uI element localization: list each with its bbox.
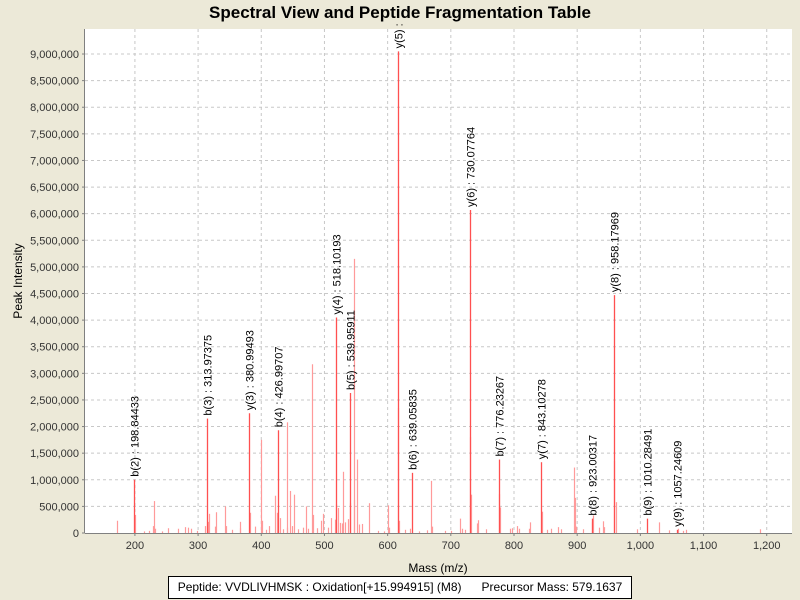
y-tick-label: 3,500,000	[30, 342, 79, 354]
y-tick-label: 8,500,000	[30, 76, 79, 88]
x-tick-label: 800	[505, 540, 523, 552]
y-tick-label: 6,000,000	[30, 209, 79, 221]
peak-label: y(9) : 1057.24609	[673, 441, 685, 527]
x-tick-label: 1,100	[690, 540, 718, 552]
x-tick-label: 700	[442, 540, 460, 552]
x-tick-label: 500	[315, 540, 333, 552]
x-tick-label: 300	[189, 540, 207, 552]
y-tick-label: 4,500,000	[30, 289, 79, 301]
peak-label: b(8) : 923.00317	[588, 435, 600, 516]
peak-label: b(6) : 639.05835	[408, 389, 420, 470]
peak-label: y(3) : 380.99493	[245, 330, 257, 410]
y-tick-label: 8,000,000	[30, 102, 79, 114]
y-tick-label: 1,500,000	[30, 448, 79, 460]
peak-label: y(6) : 730.07764	[466, 127, 478, 207]
plot-area	[85, 29, 792, 533]
peak-label: y(7) : 843.10278	[537, 379, 549, 459]
grid-lines	[85, 29, 792, 533]
y-tick-label: 7,000,000	[30, 155, 79, 167]
y-tick-label: 1,000,000	[30, 475, 79, 487]
peak-label: b(2) : 198.84433	[130, 396, 142, 477]
x-tick-label: 600	[378, 540, 396, 552]
x-axis-label: Mass (m/z)	[408, 561, 467, 575]
x-tick-label: 900	[568, 540, 586, 552]
y-tick-label: 0	[73, 528, 79, 540]
peak-label: b(7) : 776.23267	[495, 376, 507, 457]
x-tick-label: 400	[252, 540, 270, 552]
y-tick-label: 5,500,000	[30, 235, 79, 247]
axes: 0 500,000 1,000,000 1,500,000 2,000,000 2,500…	[30, 29, 792, 552]
y-tick-label: 5,000,000	[30, 262, 79, 274]
legend-peptide: Peptide: VVDLIVHMSK : Oxidation[+15.9949…	[177, 580, 462, 594]
x-tick-label: 200	[126, 540, 144, 552]
peak-label: y(5) :	[394, 23, 406, 48]
y-tick-label: 9,000,000	[30, 49, 79, 61]
y-tick-label: 2,500,000	[30, 395, 79, 407]
legend-precursor-mass: Precursor Mass: 579.1637	[481, 580, 623, 594]
chart-title: Spectral View and Peptide Fragmentation …	[209, 3, 591, 22]
y-tick-label: 4,000,000	[30, 315, 79, 327]
y-tick-label: 500,000	[39, 501, 79, 513]
x-tick-label: 1,200	[753, 540, 781, 552]
peak-label: b(4) : 426.99707	[274, 347, 286, 428]
peaks	[116, 51, 762, 533]
peak-label: y(4) : 518.10193	[332, 234, 344, 314]
chart-legend: Peptide: VVDLIVHMSK : Oxidation[+15.9949…	[168, 576, 632, 599]
y-axis-label: Peak Intensity	[11, 243, 25, 318]
x-tick-label: 1,000	[627, 540, 655, 552]
peak-label: b(3) : 313.97375	[203, 335, 215, 416]
peak-label: b(9) : 1010.28491	[643, 429, 655, 516]
y-tick-label: 2,000,000	[30, 422, 79, 434]
y-tick-label: 3,000,000	[30, 368, 79, 380]
y-tick-label: 6,500,000	[30, 182, 79, 194]
peak-label: b(5) : 539.95911	[346, 310, 358, 390]
peak-label: y(8) : 958.17969	[610, 212, 622, 292]
y-tick-label: 7,500,000	[30, 129, 79, 141]
peak-annotations: b(2) : 198.84433 b(3) : 313.97375 y(3) : 3…	[130, 23, 685, 527]
